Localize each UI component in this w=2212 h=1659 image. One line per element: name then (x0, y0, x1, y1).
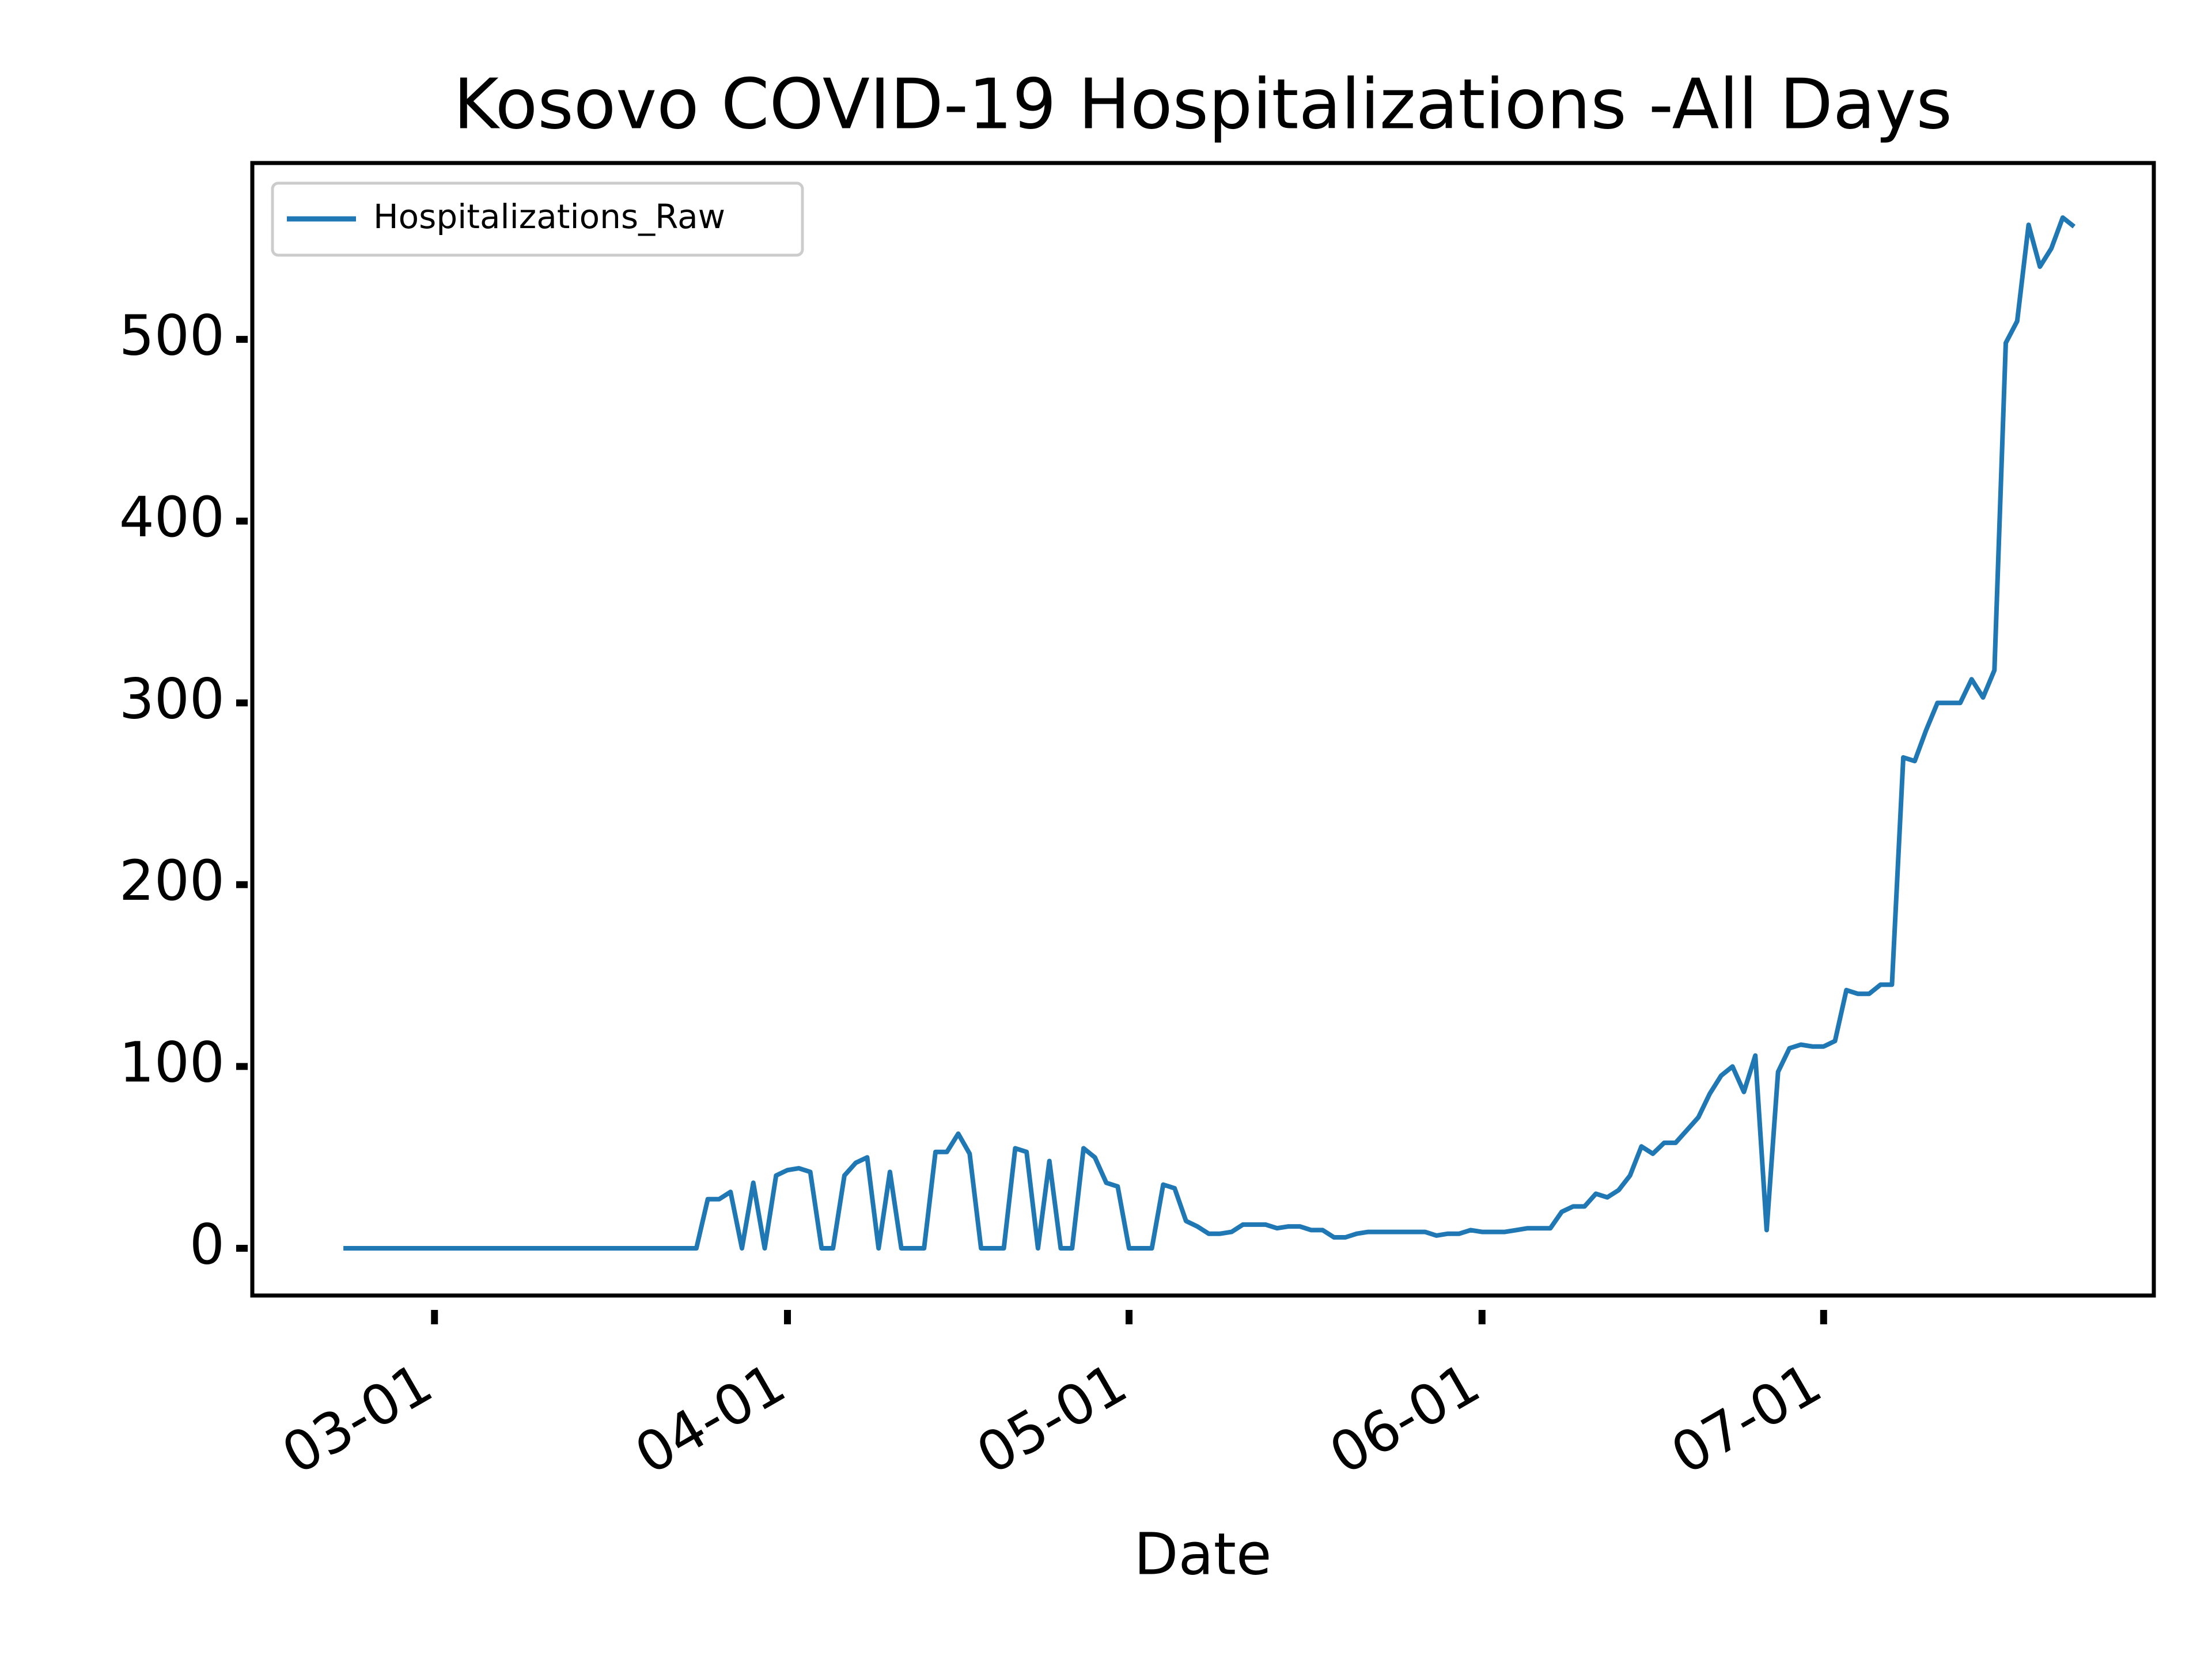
y-tick-label: 200 (119, 849, 225, 913)
x-tick-label: 06-01 (1319, 1351, 1491, 1487)
x-tick-label: 04-01 (624, 1351, 796, 1487)
y-tick-label: 0 (190, 1212, 225, 1277)
legend: Hospitalizations_Raw (271, 181, 804, 257)
y-tick-label: 400 (119, 485, 225, 550)
y-tick-label: 500 (119, 303, 225, 368)
data-line (343, 215, 2076, 1251)
x-tick-label: 05-01 (966, 1351, 1138, 1487)
chart-title: Kosovo COVID-19 Hospitalizations -All Da… (453, 65, 1952, 145)
y-tick-label: 100 (119, 1031, 225, 1095)
x-axis-label: Date (1134, 1520, 1271, 1588)
y-tick-label: 300 (119, 667, 225, 732)
legend-label: Hospitalizations_Raw (373, 197, 725, 236)
x-tick-label: 03-01 (271, 1351, 443, 1487)
legend-box (271, 181, 804, 257)
plot-frame (250, 161, 2156, 1298)
x-tick-label: 07-01 (1661, 1351, 1832, 1487)
